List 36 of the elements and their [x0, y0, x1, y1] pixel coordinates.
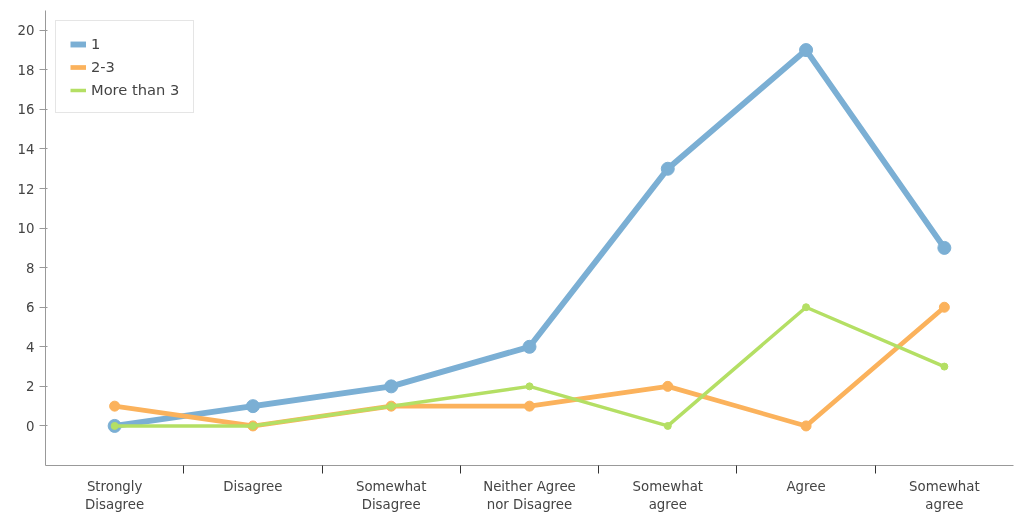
point — [799, 43, 814, 58]
y-tick-label: 6 — [26, 300, 35, 316]
x-tick-label: Somewhat agree — [632, 478, 704, 512]
x-tick-label: Somewhat Disagree — [355, 478, 427, 512]
y-tick-label: 0 — [26, 418, 35, 434]
y-tick-label: 10 — [17, 221, 35, 237]
y-tick-label: 16 — [17, 102, 35, 118]
point — [938, 301, 950, 313]
y-tick-label: 8 — [26, 260, 35, 276]
point — [663, 421, 672, 430]
point — [522, 339, 537, 354]
y-tick-label: 14 — [17, 141, 35, 157]
legend-label: 2-3 — [91, 58, 115, 75]
point — [937, 240, 952, 255]
y-tick-label: 18 — [17, 62, 35, 78]
x-tick-label: Somewhat agree — [909, 478, 980, 512]
x-tick-label: Disagree — [223, 478, 283, 494]
point — [524, 400, 535, 412]
point — [662, 380, 674, 392]
point — [800, 420, 812, 432]
legend-label: More than 3 — [91, 81, 180, 98]
x-tick-label: Agree — [786, 478, 826, 494]
x-tick-label: Neither Agree nor Disagree — [483, 478, 576, 512]
point — [660, 161, 675, 176]
point — [525, 382, 534, 391]
x-tick-label: Strongly Disagree — [85, 478, 145, 512]
point — [940, 362, 949, 371]
point — [109, 400, 121, 412]
y-tick-label: 2 — [26, 379, 35, 395]
y-tick-label: 12 — [17, 181, 35, 197]
point — [802, 303, 811, 312]
point — [384, 379, 399, 394]
legend-label: 1 — [91, 35, 102, 52]
point — [245, 399, 260, 414]
y-tick-label: 4 — [26, 339, 35, 355]
y-tick-label: 20 — [17, 23, 35, 39]
